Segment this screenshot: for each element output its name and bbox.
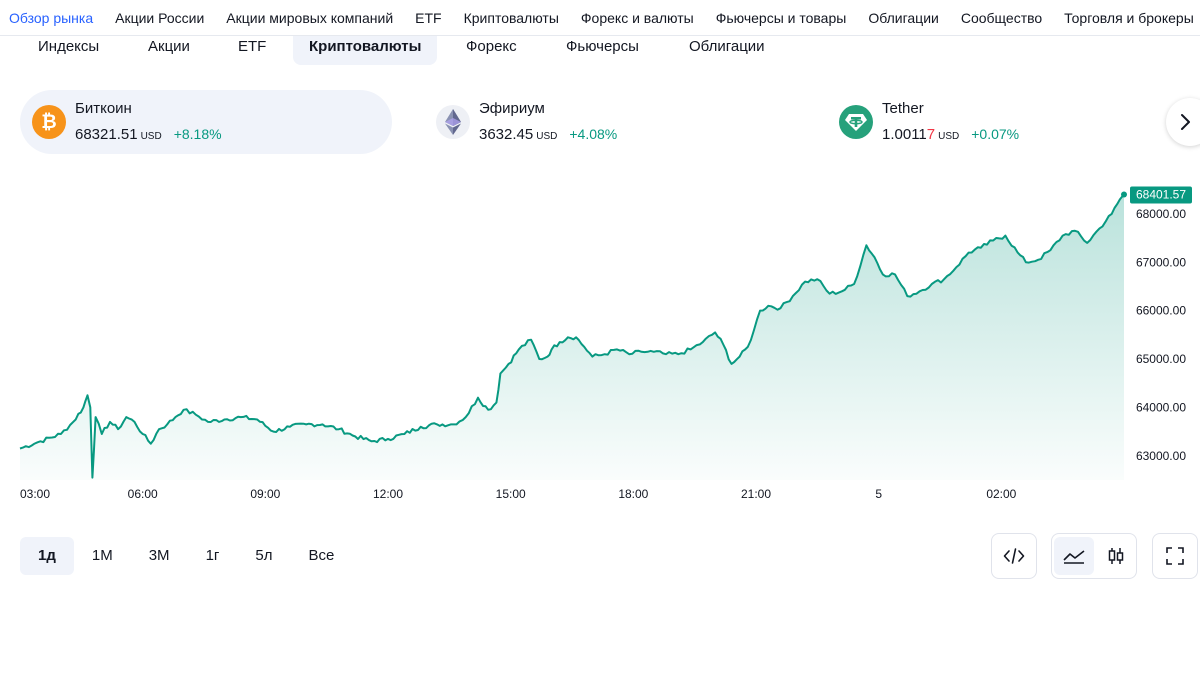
range-5y[interactable]: 5л (255, 547, 273, 564)
nav-community[interactable]: Сообщество (960, 9, 1043, 26)
ticker-currency: USD (140, 131, 162, 142)
ticker-change: +4.08% (569, 126, 618, 142)
nav-etf[interactable]: ETF (415, 9, 442, 26)
tab-bonds[interactable]: Облигации (689, 38, 765, 55)
ticker-change: +8.18% (173, 126, 222, 142)
ticker-currency: USD (536, 131, 558, 142)
nav-market-overview[interactable]: Обзор рынка (9, 9, 94, 26)
chart-type-toggle (1051, 533, 1137, 579)
x-tick-label: 03:00 (20, 487, 50, 501)
nav-bonds[interactable]: Облигации (868, 9, 939, 26)
x-tick-label: 18:00 (618, 487, 648, 501)
nav-forex[interactable]: Форекс и валюты (580, 9, 694, 26)
ticker-name: Эфириум (479, 100, 545, 117)
tab-futures[interactable]: Фьючерсы (566, 38, 639, 55)
x-tick-label: 06:00 (128, 487, 158, 501)
ticker-price: 68321.51 (75, 126, 138, 143)
nav-crypto[interactable]: Криптовалюты (463, 9, 559, 26)
tab-forex[interactable]: Форекс (466, 38, 517, 55)
x-tick-label: 09:00 (250, 487, 280, 501)
tab-etf[interactable]: ETF (238, 38, 267, 55)
ticker-carousel: ₿ Биткоин 68321.51 USD +8.18% Эфириум 3632… (0, 86, 1200, 158)
x-tick-label: 21:00 (741, 487, 771, 501)
nav-world-stocks[interactable]: Акции мировых компаний (226, 9, 394, 26)
range-all[interactable]: Все (308, 547, 335, 564)
range-selector: 1д 1М 3М 1г 5л Все (20, 537, 352, 575)
market-subtabs: Индексы Акции ETF Криптовалюты Форекс Фь… (0, 36, 1200, 66)
ethereum-icon (436, 105, 470, 139)
x-tick-label: 5 (875, 487, 882, 501)
tether-icon (839, 105, 873, 139)
y-tick-label: 65000.00 (1136, 352, 1186, 366)
ticker-ethereum[interactable]: Эфириум 3632.45 USD +4.08% (424, 90, 764, 154)
fullscreen-button[interactable] (1152, 533, 1198, 579)
price-chart-svg: 63000.00 64000.00 65000.00 66000.00 67000.00… (19, 186, 1192, 501)
last-point-marker (1121, 191, 1127, 198)
area-chart-icon (1063, 550, 1085, 564)
top-navigation: Обзор рынка Акции России Акции мировых к… (0, 0, 1200, 36)
y-tick-label: 67000.00 (1136, 255, 1186, 269)
y-tick-label: 63000.00 (1136, 449, 1186, 463)
nav-brokers[interactable]: Торговля и брокеры (1064, 9, 1194, 26)
nav-russia-stocks[interactable]: Акции России (115, 9, 205, 26)
tab-stocks[interactable]: Акции (148, 38, 190, 55)
area-chart-button[interactable] (1054, 537, 1094, 575)
ticker-price: 1.00117 (882, 126, 936, 143)
ticker-change: +0.07% (971, 126, 1020, 142)
ticker-currency: USD (938, 131, 960, 142)
price-chart[interactable]: 63000.00 64000.00 65000.00 66000.00 67000.00… (0, 180, 1200, 510)
ticker-name: Биткоин (75, 100, 132, 117)
chevron-right-icon (1181, 114, 1190, 130)
price-area-fill (20, 194, 1124, 480)
last-price-label: 68401.57 (1136, 187, 1186, 201)
ticker-price: 3632.45 (479, 126, 534, 143)
bitcoin-icon: ₿ (32, 105, 66, 139)
x-tick-label: 12:00 (373, 487, 403, 501)
last-price-badge (1130, 186, 1192, 204)
range-1d[interactable]: 1д (20, 537, 74, 575)
y-tick-label: 66000.00 (1136, 304, 1186, 318)
x-tick-label: 15:00 (496, 487, 526, 501)
range-1y[interactable]: 1г (205, 547, 220, 564)
range-1m[interactable]: 1М (91, 547, 113, 564)
y-tick-label: 64000.00 (1136, 400, 1186, 414)
candlestick-icon (1108, 548, 1124, 564)
carousel-next-button[interactable] (1166, 98, 1200, 146)
nav-futures[interactable]: Фьючерсы и товары (715, 9, 847, 26)
ticker-name: Tether (882, 100, 924, 117)
candlestick-button[interactable] (1096, 537, 1136, 575)
range-3m[interactable]: 3М (148, 547, 170, 564)
chart-tools (0, 533, 1200, 579)
embed-button[interactable] (991, 533, 1037, 579)
x-tick-label: 02:00 (986, 487, 1016, 501)
tab-crypto[interactable]: Криптовалюты (293, 36, 438, 65)
ticker-tether[interactable]: Tether 1.00117 USD +0.07% (827, 90, 1147, 154)
embed-code-icon (1003, 548, 1025, 564)
fullscreen-icon (1166, 547, 1184, 565)
y-tick-label: 68000.00 (1136, 207, 1186, 221)
ticker-bitcoin[interactable]: ₿ Биткоин 68321.51 USD +8.18% (20, 90, 392, 154)
svg-text:₿: ₿ (41, 111, 56, 133)
tab-indices[interactable]: Индексы (38, 38, 100, 55)
price-series-line (19, 193, 1125, 479)
